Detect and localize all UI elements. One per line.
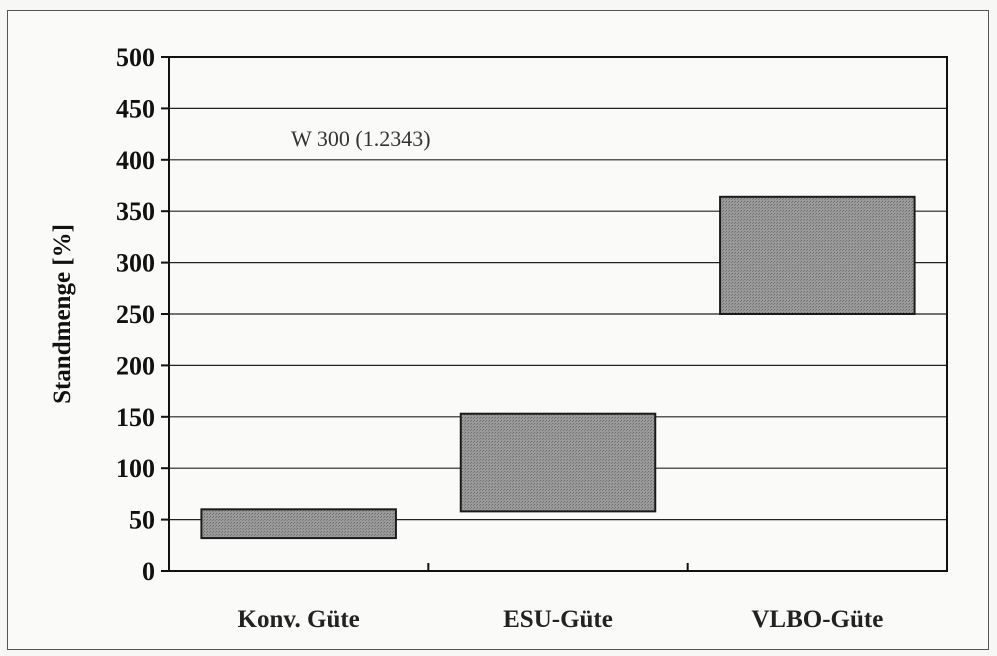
category-label: VLBO-Güte bbox=[751, 606, 883, 633]
y-tick-label: 500 bbox=[116, 43, 155, 72]
y-tick-label: 50 bbox=[129, 506, 155, 535]
chart-annotation: W 300 (1.2343) bbox=[291, 126, 431, 151]
y-tick-label: 350 bbox=[116, 197, 155, 226]
category-label: ESU-Güte bbox=[503, 606, 613, 633]
y-tick-label: 150 bbox=[116, 403, 155, 432]
y-tick-label: 250 bbox=[116, 300, 155, 329]
y-tick-label: 450 bbox=[116, 94, 155, 123]
y-axis-label: Standmenge [%] bbox=[49, 224, 76, 404]
y-tick-label: 100 bbox=[116, 454, 155, 483]
chart-frame bbox=[7, 10, 989, 650]
category-label: Konv. Güte bbox=[238, 606, 360, 633]
y-tick-label: 0 bbox=[142, 557, 155, 586]
bars bbox=[200, 195, 916, 540]
y-tick-label: 400 bbox=[116, 146, 155, 175]
bar bbox=[200, 508, 397, 540]
y-axis: 0 50 100 150 200 250 300 350 400 450 500 bbox=[116, 43, 169, 586]
bar bbox=[719, 195, 916, 315]
bar bbox=[459, 412, 657, 513]
x-axis: Konv. Güte ESU-Güte VLBO-Güte bbox=[238, 563, 883, 633]
y-tick-label: 200 bbox=[116, 351, 155, 380]
y-tick-label: 300 bbox=[116, 249, 155, 278]
